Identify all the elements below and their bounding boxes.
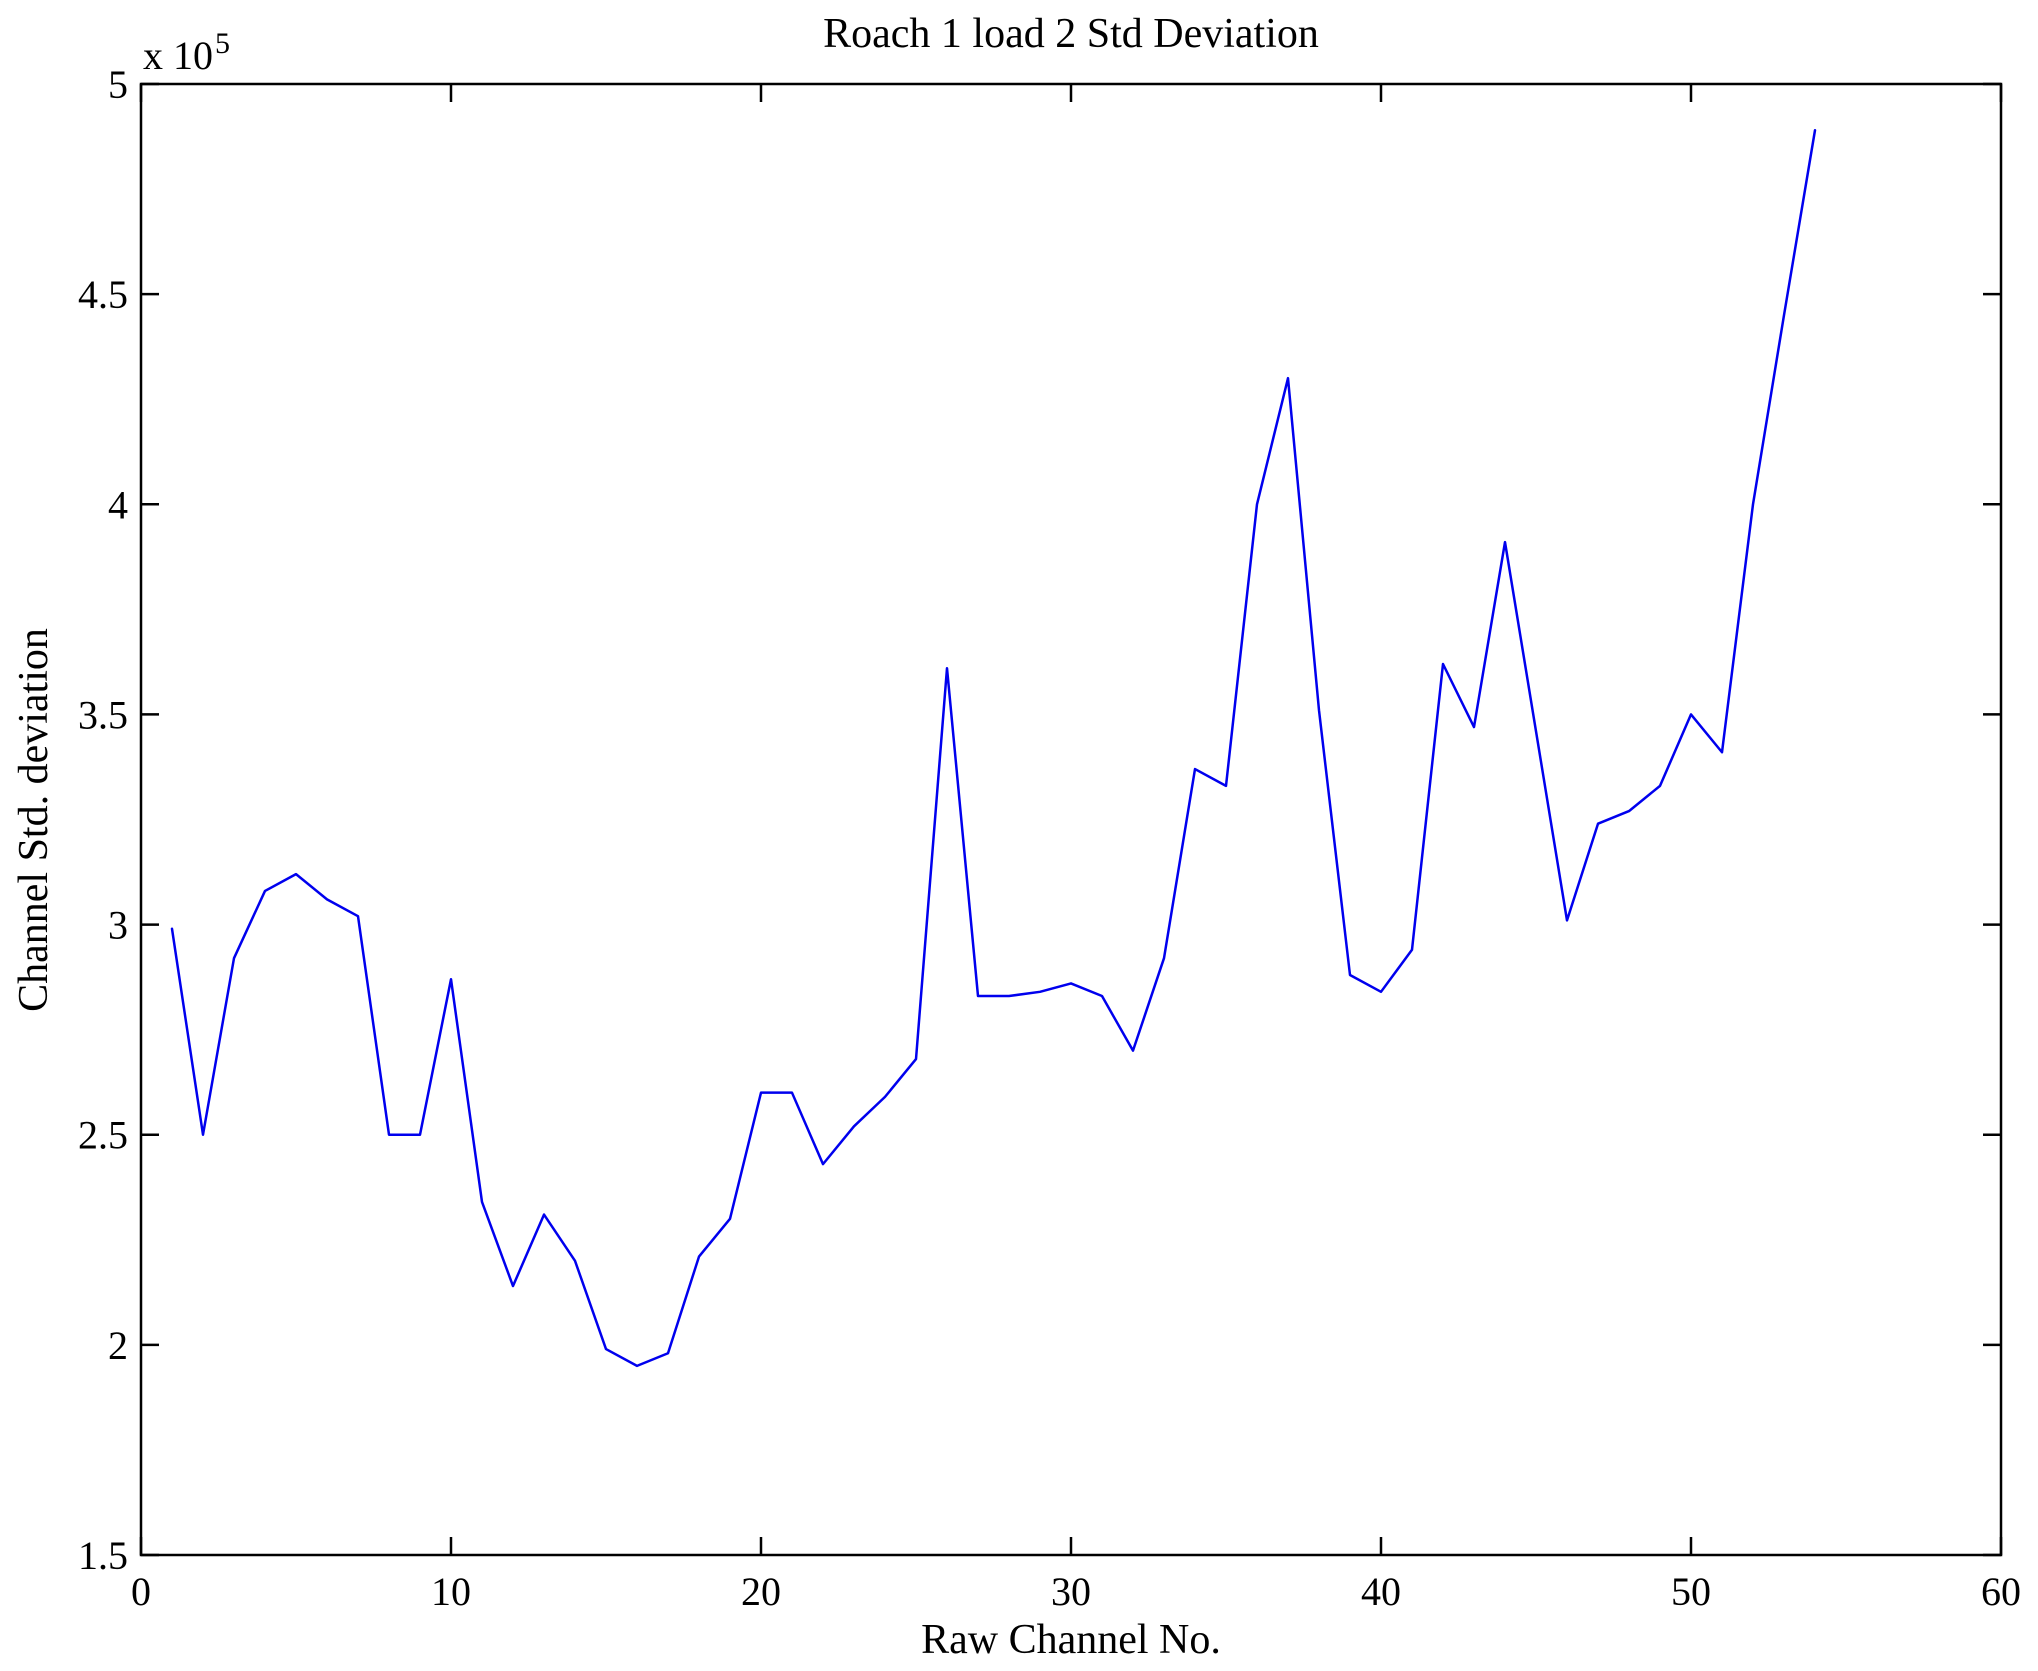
y-tick-label: 3.5	[78, 692, 128, 737]
x-tick-label: 60	[1981, 1569, 2021, 1614]
y-tick-label: 2	[108, 1323, 128, 1368]
y-tick-label: 1.5	[78, 1533, 128, 1578]
ticks-layer: 0 10 20 30 40 50 60 1.5 2 2.5 3 3.5 4 4.5 5	[78, 62, 2021, 1614]
y-tick-label: 4	[108, 482, 128, 527]
x-tick-label: 10	[431, 1569, 471, 1614]
x-axis-label: Raw Channel No.	[921, 1617, 1221, 1663]
x-tick-label: 30	[1051, 1569, 1091, 1614]
series-layer	[170, 128, 1817, 1368]
y-tick-label: 5	[108, 62, 128, 107]
y-tick-label: 2.5	[78, 1113, 128, 1158]
chart-title: Roach 1 load 2 Std Deviation	[823, 11, 1319, 57]
y-tick-label: 3	[108, 903, 128, 948]
x-tick-label: 50	[1671, 1569, 1711, 1614]
plot-box	[139, 82, 2003, 1557]
x-tick-label: 0	[131, 1569, 151, 1614]
x-tick-label: 40	[1361, 1569, 1401, 1614]
data-line	[170, 128, 1817, 1368]
y-tick-label: 4.5	[78, 272, 128, 317]
x-tick-label: 20	[741, 1569, 781, 1614]
y-axis-multiplier-base: x 10	[143, 33, 213, 78]
y-axis-multiplier-exponent: 5	[215, 27, 230, 60]
y-axis-multiplier: x 105	[143, 27, 230, 79]
